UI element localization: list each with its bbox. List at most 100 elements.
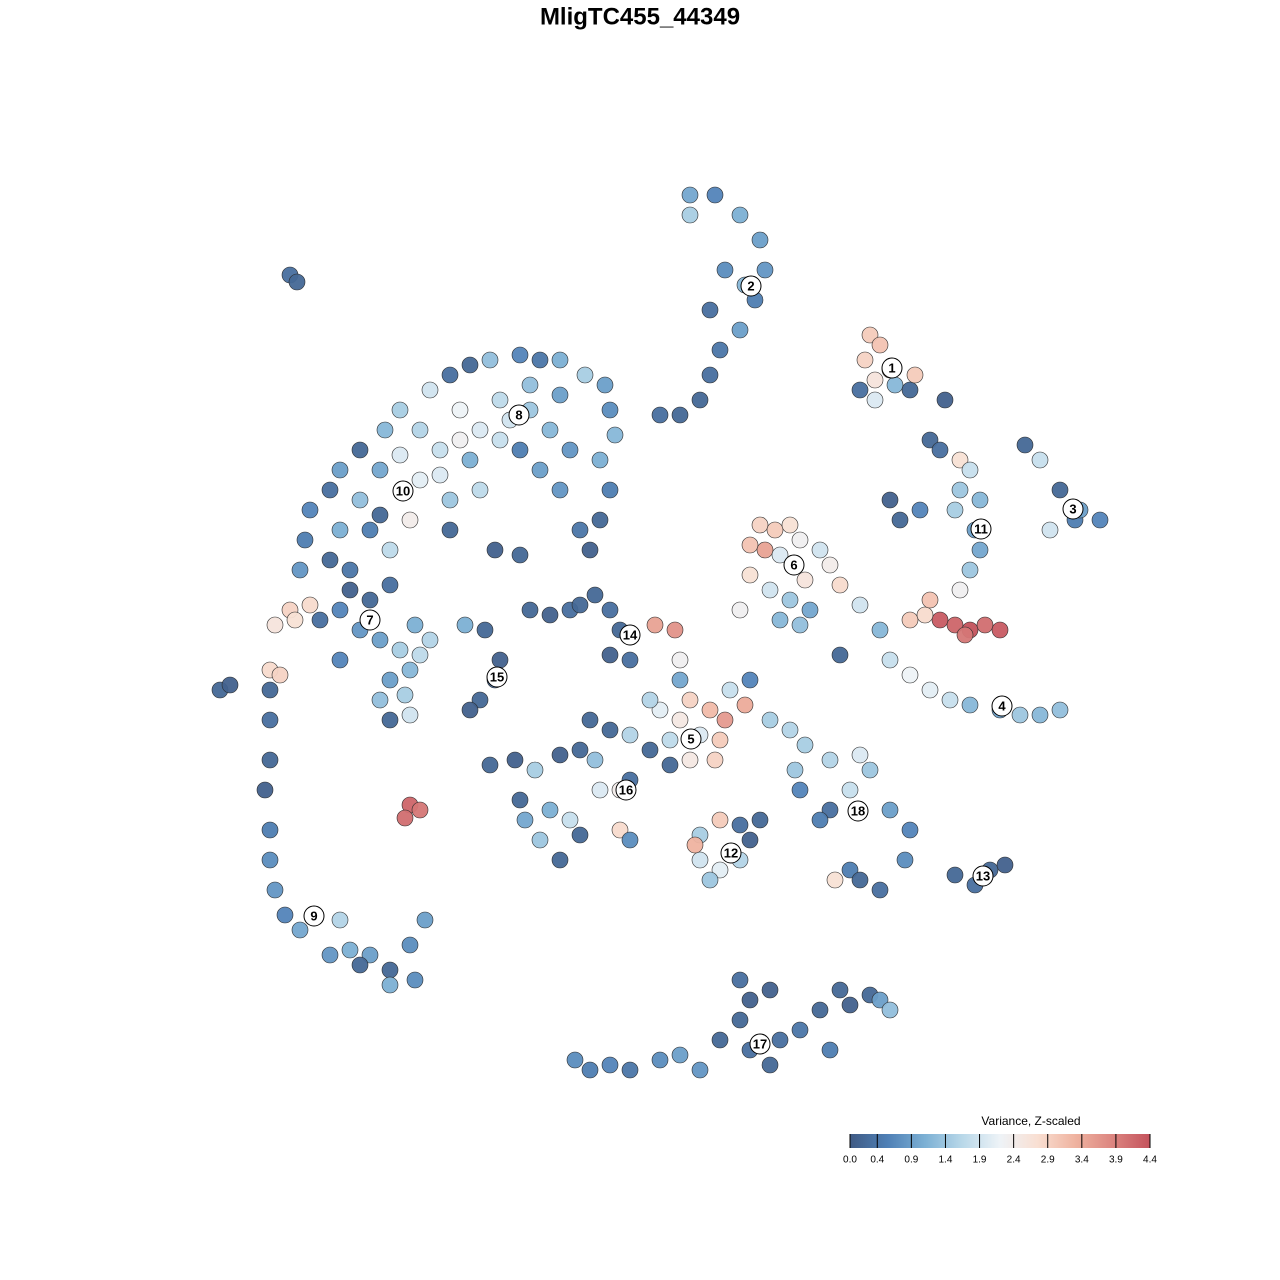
point <box>311 611 329 629</box>
point <box>381 976 399 994</box>
point <box>741 536 759 554</box>
point <box>881 801 899 819</box>
point <box>541 801 559 819</box>
point <box>951 581 969 599</box>
point <box>601 1056 619 1074</box>
points <box>211 186 1109 1079</box>
point <box>291 921 309 939</box>
point <box>976 616 994 634</box>
point <box>881 651 899 669</box>
point <box>381 541 399 559</box>
point <box>471 691 489 709</box>
point <box>646 616 664 634</box>
point <box>321 946 339 964</box>
point <box>811 811 829 829</box>
point <box>821 556 839 574</box>
point <box>451 401 469 419</box>
point <box>621 651 639 669</box>
point <box>721 681 739 699</box>
point <box>671 711 689 729</box>
point <box>1041 521 1059 539</box>
point <box>911 501 929 519</box>
point <box>331 601 349 619</box>
point <box>321 551 339 569</box>
point <box>751 811 769 829</box>
point <box>716 711 734 729</box>
point <box>376 421 394 439</box>
cluster-badge <box>486 666 508 688</box>
point <box>886 376 904 394</box>
point <box>671 1046 689 1064</box>
cluster-badge <box>392 480 414 502</box>
point <box>741 831 759 849</box>
colorbar-tick-label: 2.9 <box>1041 1155 1055 1166</box>
point <box>871 621 889 639</box>
colorbar: Variance, Z-scaled 0.0 0.4 0.9 1.4 1.9 2.4 2.9 3… <box>843 1114 1157 1165</box>
point <box>866 371 884 389</box>
point <box>681 751 699 769</box>
point <box>771 1031 789 1049</box>
point <box>371 461 389 479</box>
point <box>946 866 964 884</box>
point <box>971 491 989 509</box>
point <box>421 631 439 649</box>
point <box>381 576 399 594</box>
point <box>551 351 569 369</box>
point <box>461 451 479 469</box>
point <box>391 401 409 419</box>
point <box>761 581 779 599</box>
point <box>651 1051 669 1069</box>
point <box>381 711 399 729</box>
point <box>431 466 449 484</box>
point <box>701 871 719 889</box>
point <box>701 301 719 319</box>
point <box>821 801 839 819</box>
point <box>296 531 314 549</box>
point <box>396 686 414 704</box>
point <box>901 666 919 684</box>
point <box>691 391 709 409</box>
point <box>331 911 349 929</box>
point <box>601 401 619 419</box>
point <box>286 611 304 629</box>
point <box>486 541 504 559</box>
point <box>931 441 949 459</box>
point <box>581 1061 599 1079</box>
point <box>956 626 974 644</box>
point <box>451 431 469 449</box>
point <box>461 701 479 719</box>
point <box>901 611 919 629</box>
point <box>621 726 639 744</box>
point <box>921 681 939 699</box>
point <box>661 731 679 749</box>
point <box>331 461 349 479</box>
point <box>591 511 609 529</box>
point <box>681 691 699 709</box>
point <box>261 711 279 729</box>
colorbar-tick-label: 0.0 <box>843 1155 857 1166</box>
point <box>341 581 359 599</box>
cluster-label: 5 <box>687 731 694 746</box>
point <box>901 381 919 399</box>
point <box>351 956 369 974</box>
point <box>351 441 369 459</box>
point <box>871 991 889 1009</box>
point <box>481 351 499 369</box>
point <box>551 851 569 869</box>
point <box>261 821 279 839</box>
point <box>591 781 609 799</box>
point <box>681 206 699 224</box>
point <box>871 336 889 354</box>
point <box>731 206 749 224</box>
point <box>491 391 509 409</box>
point <box>566 1051 584 1069</box>
point <box>511 791 529 809</box>
point <box>761 1056 779 1074</box>
cluster-label: 2 <box>747 278 754 293</box>
point <box>711 1031 729 1049</box>
point <box>991 621 1009 639</box>
point <box>866 391 884 409</box>
point <box>731 1011 749 1029</box>
point <box>711 341 729 359</box>
